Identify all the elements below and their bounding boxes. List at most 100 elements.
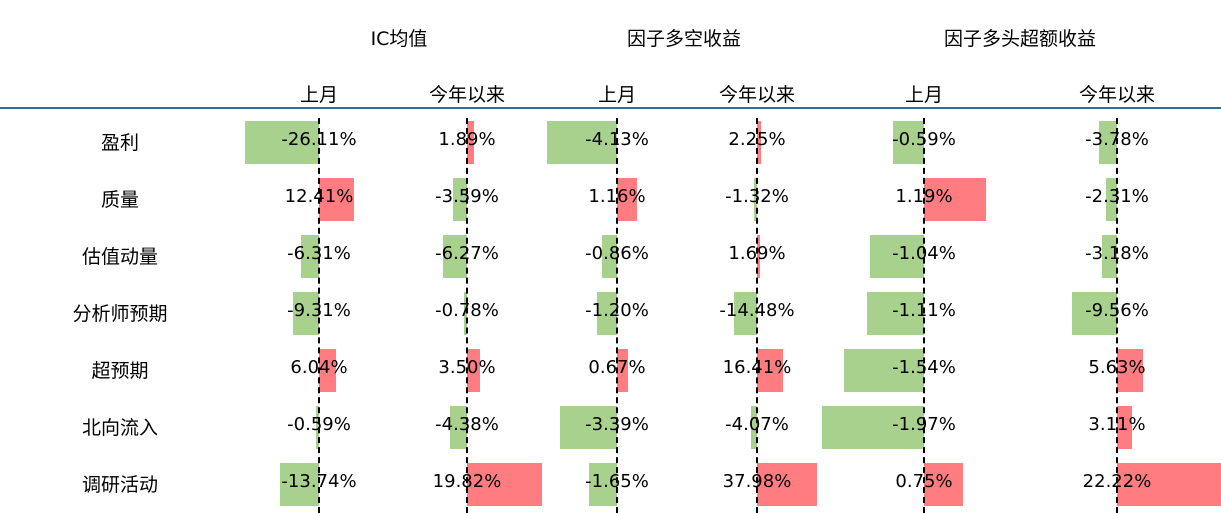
value-label: 2.25%	[728, 129, 786, 150]
value-label: 12.41%	[284, 186, 354, 207]
row-label: 盈利	[100, 132, 139, 154]
value-label: -1.54%	[892, 357, 956, 378]
zero-line	[616, 118, 618, 513]
value-label: 5.63%	[1088, 357, 1146, 378]
value-label: -26.11%	[281, 129, 357, 150]
value-label: 22.22%	[1082, 471, 1152, 492]
positive-bar	[467, 463, 542, 506]
value-label: 3.11%	[1088, 414, 1146, 435]
value-label: 1.89%	[438, 129, 496, 150]
positive-bar	[1117, 406, 1132, 449]
row-label: 估值动量	[81, 246, 158, 268]
negative-bar	[596, 292, 617, 335]
value-label: 16.41%	[722, 357, 792, 378]
zero-line	[466, 118, 468, 513]
negative-bar	[589, 463, 617, 506]
negative-bar	[547, 121, 617, 164]
value-label: 1.69%	[728, 243, 786, 264]
value-label: -4.13%	[585, 129, 649, 150]
column-header: 上月	[597, 84, 636, 106]
positive-bar	[924, 178, 986, 221]
positive-bar	[319, 349, 337, 392]
group-title: 因子多空收益	[626, 28, 741, 50]
negative-bar	[559, 406, 617, 449]
row-label: 分析师预期	[72, 303, 168, 325]
value-label: -1.20%	[585, 300, 649, 321]
positive-bar	[319, 178, 355, 221]
positive-bar	[617, 178, 637, 221]
column-header: 今年以来	[428, 84, 505, 106]
negative-bar	[1072, 292, 1117, 335]
positive-bar	[1117, 463, 1221, 506]
zero-line	[318, 118, 320, 513]
row-label: 超预期	[91, 360, 149, 382]
row-label: 调研活动	[81, 474, 158, 496]
negative-bar	[1102, 235, 1117, 278]
value-label: -4.38%	[435, 414, 499, 435]
negative-bar	[844, 349, 924, 392]
positive-bar	[757, 121, 761, 164]
header-divider	[0, 107, 1221, 109]
positive-bar	[924, 463, 963, 506]
value-label: 37.98%	[722, 471, 792, 492]
value-label: -1.04%	[892, 243, 956, 264]
value-label: -0.59%	[892, 129, 956, 150]
negative-bar	[1106, 178, 1117, 221]
negative-bar	[750, 406, 757, 449]
group-title: IC均值	[370, 28, 428, 50]
zero-line	[756, 118, 758, 513]
positive-bar	[467, 349, 481, 392]
value-label: -0.59%	[287, 414, 351, 435]
negative-bar	[450, 406, 467, 449]
column-header: 今年以来	[718, 84, 795, 106]
positive-bar	[757, 349, 783, 392]
negative-bar	[1099, 121, 1117, 164]
negative-bar	[280, 463, 319, 506]
zero-line	[1116, 118, 1118, 513]
value-label: -9.31%	[287, 300, 351, 321]
value-label: -1.65%	[585, 471, 649, 492]
negative-bar	[866, 292, 924, 335]
value-label: -3.18%	[1085, 243, 1149, 264]
column-header: 今年以来	[1078, 84, 1155, 106]
value-label: -0.78%	[435, 300, 499, 321]
negative-bar	[453, 178, 467, 221]
positive-bar	[757, 463, 817, 506]
negative-bar	[602, 235, 617, 278]
value-label: -3.59%	[435, 186, 499, 207]
group-title: 因子多头超额收益	[943, 28, 1096, 50]
negative-bar	[443, 235, 467, 278]
negative-bar	[754, 178, 757, 221]
value-label: 19.82%	[432, 471, 502, 492]
negative-bar	[893, 121, 924, 164]
negative-bar	[292, 292, 319, 335]
column-header: 上月	[299, 84, 338, 106]
positive-bar	[617, 349, 629, 392]
value-label: -1.32%	[725, 186, 789, 207]
negative-bar	[822, 406, 924, 449]
value-label: 1.19%	[895, 186, 953, 207]
row-label: 北向流入	[81, 417, 158, 439]
positive-bar	[1117, 349, 1144, 392]
value-label: 0.67%	[588, 357, 646, 378]
value-label: -1.11%	[892, 300, 956, 321]
positive-bar	[757, 235, 760, 278]
value-label: -2.31%	[1085, 186, 1149, 207]
negative-bar	[870, 235, 924, 278]
positive-bar	[467, 121, 475, 164]
value-label: 1.16%	[588, 186, 646, 207]
value-label: -9.56%	[1085, 300, 1149, 321]
negative-bar	[245, 121, 319, 164]
zero-line	[923, 118, 925, 513]
negative-bar	[316, 406, 319, 449]
value-label: -3.39%	[585, 414, 649, 435]
negative-bar	[301, 235, 319, 278]
value-label: -4.07%	[725, 414, 789, 435]
value-label: -0.86%	[585, 243, 649, 264]
value-label: -6.31%	[287, 243, 351, 264]
value-label: -3.78%	[1085, 129, 1149, 150]
column-header: 上月	[904, 84, 943, 106]
value-label: 0.75%	[895, 471, 953, 492]
row-label: 质量	[100, 189, 139, 211]
value-label: -14.48%	[719, 300, 795, 321]
